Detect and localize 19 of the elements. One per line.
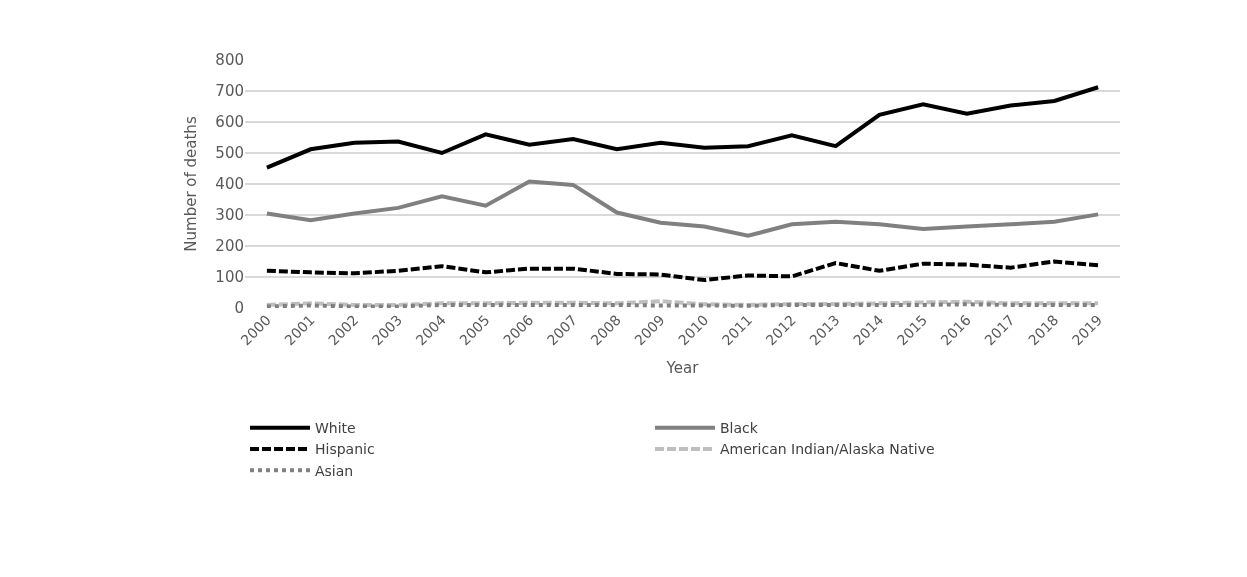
legend-label: Asian <box>315 462 354 479</box>
y-tick-label: 700 <box>215 82 244 101</box>
line-series <box>264 85 1101 170</box>
y-tick-label: 600 <box>215 113 244 132</box>
line-series <box>264 259 1101 283</box>
legend-label: Hispanic <box>315 441 375 458</box>
legend-label: American Indian/Alaska Native <box>720 441 935 458</box>
y-tick-label: 800 <box>215 51 244 70</box>
line-series <box>264 179 1101 238</box>
legend-label: Black <box>720 420 759 437</box>
x-axis-title: Year <box>665 359 700 378</box>
y-axis-title: Number of deaths <box>181 116 200 252</box>
y-tick-label: 400 <box>215 175 244 194</box>
y-tick-label: 500 <box>215 144 244 163</box>
legend-label: White <box>315 420 356 437</box>
y-tick-label: 200 <box>215 237 244 256</box>
y-tick-label: 0 <box>234 299 244 318</box>
y-tick-label: 300 <box>215 206 244 225</box>
y-tick-label: 100 <box>215 268 244 287</box>
